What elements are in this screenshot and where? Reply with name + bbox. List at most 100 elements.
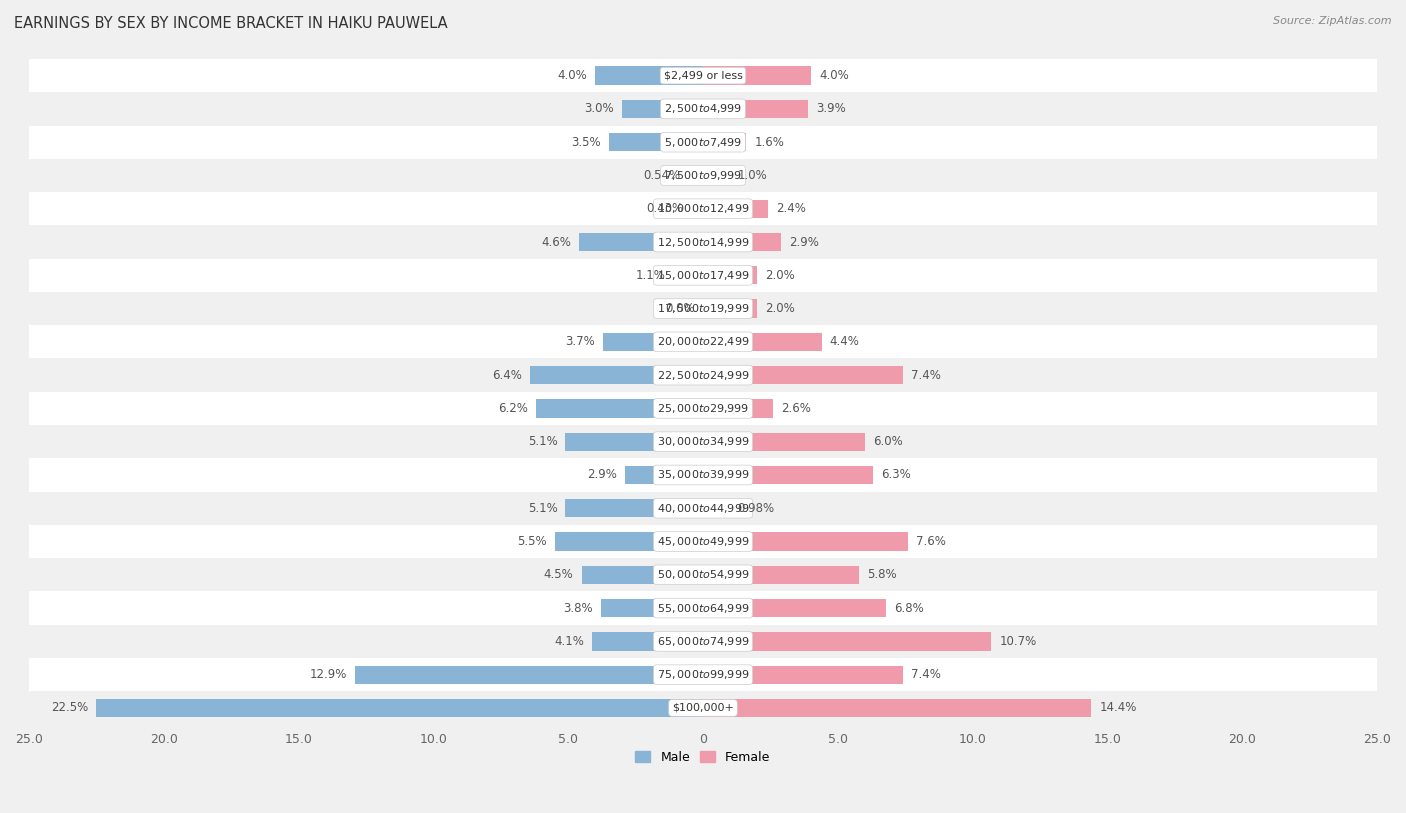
Bar [703, 699, 1091, 717]
Bar [703, 299, 756, 318]
Text: EARNINGS BY SEX BY INCOME BRACKET IN HAIKU PAUWELA: EARNINGS BY SEX BY INCOME BRACKET IN HAI… [14, 16, 447, 31]
Bar [30, 691, 1376, 724]
Text: 6.3%: 6.3% [882, 468, 911, 481]
Bar [530, 366, 703, 385]
Bar [703, 599, 886, 617]
Bar [703, 67, 811, 85]
Bar [30, 325, 1376, 359]
Text: 14.4%: 14.4% [1099, 702, 1136, 715]
Text: 6.2%: 6.2% [498, 402, 527, 415]
Bar [356, 666, 703, 684]
Text: $40,000 to $44,999: $40,000 to $44,999 [657, 502, 749, 515]
Bar [582, 566, 703, 584]
Text: 4.6%: 4.6% [541, 236, 571, 249]
Text: $100,000+: $100,000+ [672, 703, 734, 713]
Bar [30, 159, 1376, 192]
Bar [703, 466, 873, 484]
Bar [592, 633, 703, 650]
Text: 6.0%: 6.0% [873, 435, 903, 448]
Bar [703, 666, 903, 684]
Text: 3.0%: 3.0% [585, 102, 614, 115]
Text: 5.8%: 5.8% [868, 568, 897, 581]
Text: 2.6%: 2.6% [782, 402, 811, 415]
Bar [30, 525, 1376, 559]
Bar [30, 125, 1376, 159]
Text: $55,000 to $64,999: $55,000 to $64,999 [657, 602, 749, 615]
Bar [703, 100, 808, 118]
Text: 4.0%: 4.0% [818, 69, 849, 82]
Text: 4.1%: 4.1% [554, 635, 585, 648]
Bar [30, 459, 1376, 492]
Text: $50,000 to $54,999: $50,000 to $54,999 [657, 568, 749, 581]
Bar [536, 399, 703, 418]
Text: 2.4%: 2.4% [776, 202, 806, 215]
Text: 0.0%: 0.0% [665, 302, 695, 315]
Bar [689, 167, 703, 185]
Bar [673, 266, 703, 285]
Text: 4.5%: 4.5% [544, 568, 574, 581]
Text: 22.5%: 22.5% [51, 702, 89, 715]
Text: $30,000 to $34,999: $30,000 to $34,999 [657, 435, 749, 448]
Text: $20,000 to $22,499: $20,000 to $22,499 [657, 335, 749, 348]
Bar [30, 592, 1376, 624]
Bar [30, 292, 1376, 325]
Text: $10,000 to $12,499: $10,000 to $12,499 [657, 202, 749, 215]
Bar [30, 492, 1376, 525]
Bar [624, 466, 703, 484]
Bar [703, 233, 782, 251]
Bar [703, 266, 756, 285]
Text: 2.0%: 2.0% [765, 269, 794, 282]
Text: 1.1%: 1.1% [636, 269, 665, 282]
Text: 5.1%: 5.1% [527, 502, 557, 515]
Text: 4.0%: 4.0% [557, 69, 588, 82]
Text: 10.7%: 10.7% [1000, 635, 1036, 648]
Bar [30, 624, 1376, 658]
Text: 1.6%: 1.6% [754, 136, 785, 149]
Bar [609, 133, 703, 151]
Bar [703, 199, 768, 218]
Bar [30, 559, 1376, 592]
Text: $65,000 to $74,999: $65,000 to $74,999 [657, 635, 749, 648]
Text: 5.1%: 5.1% [527, 435, 557, 448]
Text: 2.0%: 2.0% [765, 302, 794, 315]
Bar [30, 392, 1376, 425]
Text: 3.5%: 3.5% [571, 136, 600, 149]
Text: 3.8%: 3.8% [562, 602, 592, 615]
Text: $2,499 or less: $2,499 or less [664, 71, 742, 80]
Text: 2.9%: 2.9% [789, 236, 820, 249]
Text: $7,500 to $9,999: $7,500 to $9,999 [664, 169, 742, 182]
Text: 3.9%: 3.9% [817, 102, 846, 115]
Bar [579, 233, 703, 251]
Text: $12,500 to $14,999: $12,500 to $14,999 [657, 236, 749, 249]
Bar [30, 92, 1376, 125]
Bar [30, 225, 1376, 259]
Bar [600, 599, 703, 617]
Bar [703, 633, 991, 650]
Bar [703, 366, 903, 385]
Bar [555, 533, 703, 550]
Text: 3.7%: 3.7% [565, 335, 595, 348]
Text: Source: ZipAtlas.com: Source: ZipAtlas.com [1274, 16, 1392, 26]
Bar [30, 192, 1376, 225]
Legend: Male, Female: Male, Female [630, 746, 776, 769]
Bar [692, 199, 703, 218]
Bar [30, 425, 1376, 459]
Text: $45,000 to $49,999: $45,000 to $49,999 [657, 535, 749, 548]
Text: $15,000 to $17,499: $15,000 to $17,499 [657, 269, 749, 282]
Text: 7.6%: 7.6% [915, 535, 946, 548]
Bar [97, 699, 703, 717]
Text: 6.4%: 6.4% [492, 368, 523, 381]
Bar [703, 533, 908, 550]
Text: 0.54%: 0.54% [643, 169, 681, 182]
Text: $2,500 to $4,999: $2,500 to $4,999 [664, 102, 742, 115]
Bar [621, 100, 703, 118]
Bar [703, 499, 730, 517]
Text: 2.9%: 2.9% [586, 468, 617, 481]
Text: $35,000 to $39,999: $35,000 to $39,999 [657, 468, 749, 481]
Bar [30, 59, 1376, 92]
Bar [703, 433, 865, 451]
Text: $5,000 to $7,499: $5,000 to $7,499 [664, 136, 742, 149]
Text: 5.5%: 5.5% [517, 535, 547, 548]
Bar [703, 167, 730, 185]
Text: $17,500 to $19,999: $17,500 to $19,999 [657, 302, 749, 315]
